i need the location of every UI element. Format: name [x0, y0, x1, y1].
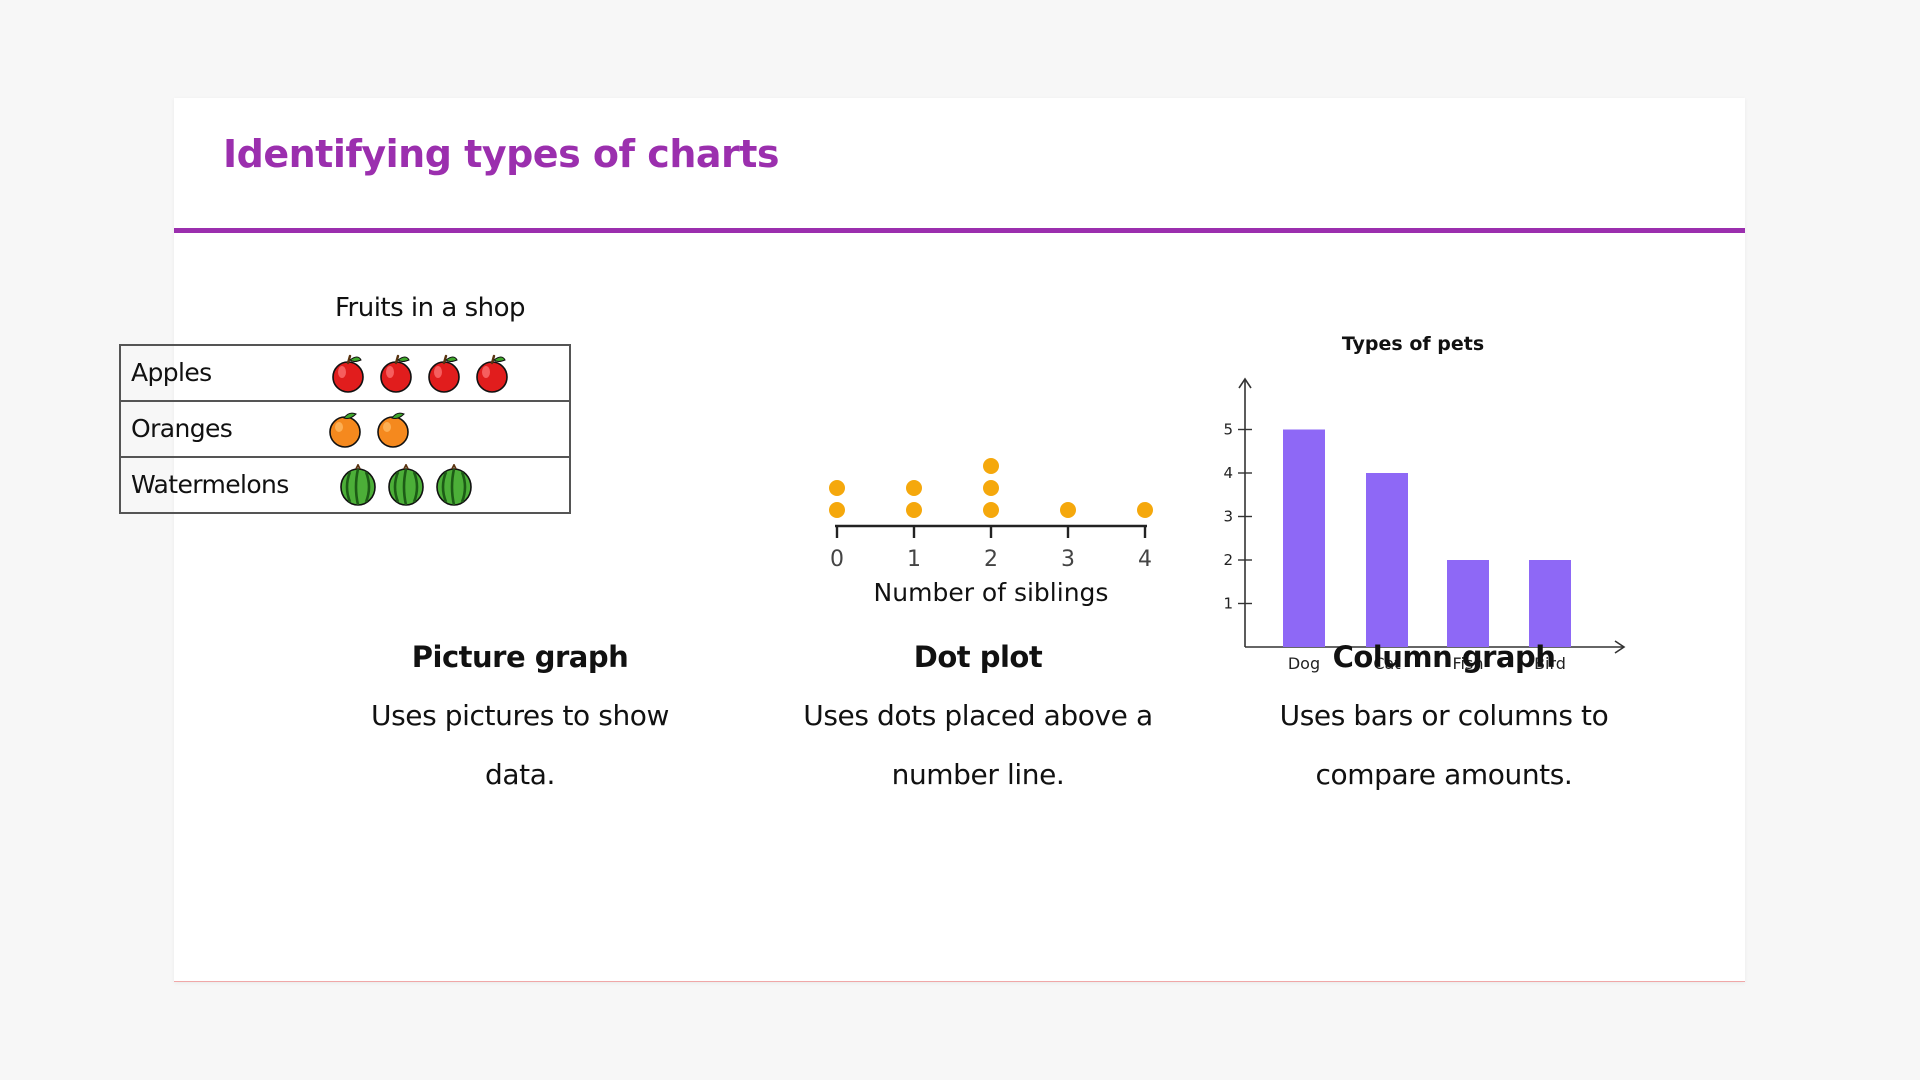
- picture-graph-icons: [337, 464, 475, 506]
- dot-plot-caption-desc: Uses dots placed above a number line.: [803, 699, 1153, 791]
- column-graph-bar-fish: [1447, 560, 1489, 647]
- column-graph-category-label: Dog: [1288, 654, 1320, 673]
- dot-plot-dot: [906, 502, 922, 518]
- dot-plot-tick-label: 0: [830, 547, 844, 572]
- picture-graph-row-apples: Apples: [121, 346, 569, 400]
- picture-graph-icons: [324, 408, 414, 450]
- column-graph-y-arrow: [1238, 377, 1252, 389]
- column-graph-category-label: Bird: [1534, 654, 1566, 673]
- column-graph-title: Types of pets: [1342, 333, 1484, 355]
- title-divider: [174, 228, 1745, 233]
- column-graph-caption: Column graph Uses bars or columns to com…: [1224, 640, 1664, 804]
- column-graph-y-tick-label: 2: [1223, 551, 1233, 569]
- picture-graph-icons: [327, 352, 513, 394]
- dot-plot-dot: [1060, 502, 1076, 518]
- column-graph-category-label: Cat: [1373, 654, 1400, 673]
- dot-plot-tick-label: 4: [1138, 547, 1152, 572]
- dot-plot-dot: [983, 458, 999, 474]
- column-graph-y-tick-label: 4: [1223, 464, 1233, 482]
- dot-plot-dot: [983, 480, 999, 496]
- column-graph-chart: Types of pets 1 2 3 4 5 Dog Cat Fish Bird: [1223, 333, 1626, 673]
- watermelon-icon: [388, 464, 424, 506]
- watermelon-icon: [340, 464, 376, 506]
- column-graph-category-label: Fish: [1453, 654, 1484, 673]
- column-graph-bar-cat: [1366, 473, 1408, 647]
- column-graph-caption-title: Column graph: [1332, 640, 1556, 674]
- picture-graph-row-oranges: Oranges: [121, 400, 569, 456]
- orange-icon: [377, 412, 409, 448]
- dot-plot-caption-title: Dot plot: [913, 640, 1043, 674]
- dot-plot-tick-label: 1: [907, 547, 921, 572]
- orange-icon: [329, 412, 361, 448]
- dot-plot-tick-label: 2: [984, 547, 998, 572]
- slide-title: Identifying types of charts: [223, 132, 780, 176]
- dot-plot-dot: [829, 480, 845, 496]
- apple-icon: [428, 354, 460, 393]
- picture-graph-title: Fruits in a shop: [334, 293, 526, 323]
- picture-graph-caption-title: Picture graph: [411, 640, 629, 674]
- picture-graph-row-label: Watermelons: [131, 470, 289, 499]
- column-graph-y-tick-label: 3: [1223, 508, 1233, 526]
- column-graph-caption-desc: Uses bars or columns to compare amounts.: [1279, 699, 1609, 791]
- apple-icon: [380, 354, 412, 393]
- picture-graph-caption: Picture graph Uses pictures to show data…: [300, 640, 740, 804]
- picture-graph-table: Apples Oranges Watermelons: [119, 344, 571, 514]
- column-graph-bar-dog: [1283, 429, 1325, 647]
- picture-graph-row-label: Oranges: [131, 414, 233, 443]
- dot-plot-caption: Dot plot Uses dots placed above a number…: [758, 640, 1198, 804]
- dot-plot-dot: [829, 502, 845, 518]
- watermelon-icon: [436, 464, 472, 506]
- dot-plot-chart: 0 1 2 3 4 Number of siblings: [829, 458, 1153, 607]
- dot-plot-tick-label: 3: [1061, 547, 1075, 572]
- apple-icon: [476, 354, 508, 393]
- dot-plot-dot: [906, 480, 922, 496]
- picture-graph-caption-desc: Uses pictures to show data.: [370, 699, 670, 791]
- column-graph-x-arrow: [1614, 640, 1626, 654]
- apple-icon: [332, 354, 364, 393]
- dot-plot-dot: [983, 502, 999, 518]
- picture-graph-row-watermelons: Watermelons: [121, 456, 569, 512]
- picture-graph-row-label: Apples: [131, 358, 212, 387]
- dot-plot-x-label: Number of siblings: [874, 578, 1109, 607]
- column-graph-y-tick-label: 1: [1223, 595, 1233, 613]
- dot-plot-dot: [1137, 502, 1153, 518]
- column-graph-y-tick-label: 5: [1223, 421, 1233, 439]
- column-graph-bar-bird: [1529, 560, 1571, 647]
- slide-card: Identifying types of charts: [174, 98, 1745, 982]
